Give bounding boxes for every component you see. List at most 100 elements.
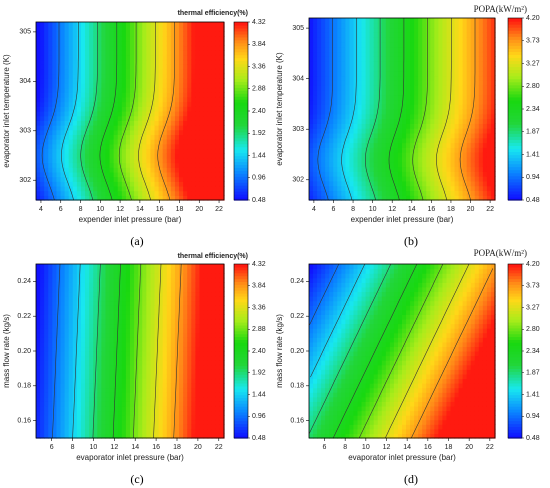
heatmap-cell [191, 78, 196, 84]
heatmap-cell [490, 171, 496, 177]
heatmap-cell [68, 68, 74, 75]
heatmap-cell [154, 129, 160, 136]
heatmap-cell [397, 32, 403, 38]
contour-line [118, 22, 137, 201]
heatmap-cell [406, 37, 411, 43]
heatmap-cell [361, 176, 367, 182]
heatmap-cell [329, 185, 334, 192]
heatmap-cell [64, 26, 70, 32]
heatmap-cell [56, 401, 62, 407]
heatmap-cell [191, 190, 196, 196]
heatmap-cell [162, 167, 168, 173]
heatmap-cell [402, 27, 407, 33]
heatmap-cell [207, 36, 213, 42]
heatmap-cell [309, 180, 314, 187]
heatmap-cell [482, 128, 488, 134]
heatmap-cell [52, 45, 58, 51]
heatmap-cell [422, 161, 427, 168]
heatmap-cell [109, 305, 115, 311]
heatmap-cell [105, 341, 111, 348]
heatmap-cell [146, 87, 152, 93]
heatmap-cell [442, 94, 448, 101]
heatmap-cell [40, 125, 45, 131]
heatmap-cell [76, 73, 82, 79]
heatmap-cell [130, 111, 135, 117]
heatmap-cell [349, 109, 355, 115]
heatmap-cell [40, 369, 45, 375]
x-tick-label: 12 [388, 206, 396, 213]
heatmap-cell [44, 68, 49, 75]
heatmap-cell [56, 424, 62, 430]
colorbar-swatch [508, 39, 522, 43]
heatmap-cell [195, 167, 201, 173]
heatmap-cell [138, 153, 143, 159]
heatmap-cell [357, 80, 363, 86]
heatmap-cell [434, 41, 439, 48]
heatmap-cell [85, 50, 90, 56]
heatmap-cell [482, 180, 488, 187]
heatmap-cell [44, 96, 49, 103]
heatmap-cell [121, 181, 127, 187]
heatmap-cell [309, 51, 314, 57]
heatmap-cell [357, 156, 363, 163]
heatmap-cell [72, 50, 78, 56]
heatmap-cell [117, 264, 123, 270]
heatmap-cell [446, 195, 452, 201]
heatmap-cell [109, 392, 115, 398]
heatmap-cell [191, 148, 196, 154]
heatmap-cell [361, 166, 367, 172]
heatmap-cell [174, 129, 180, 136]
heatmap-cell [117, 410, 123, 416]
heatmap-cell [385, 104, 391, 110]
heatmap-cell [458, 85, 464, 91]
heatmap-cell [442, 37, 448, 43]
heatmap-cell [309, 99, 314, 105]
heatmap-cell [373, 128, 379, 134]
heatmap-cell [166, 68, 172, 75]
heatmap-cell [174, 195, 180, 201]
heatmap-cell [44, 264, 49, 270]
heatmap-cell [117, 40, 123, 47]
heatmap-cell [80, 64, 86, 70]
heatmap-cell [203, 78, 209, 84]
heatmap-cell [72, 176, 78, 182]
heatmap-cell [166, 296, 172, 302]
colorbar-swatch [508, 24, 522, 28]
heatmap-cell [357, 51, 363, 57]
heatmap-cell [389, 37, 395, 43]
heatmap-cell [478, 109, 484, 115]
heatmap-cell [64, 143, 70, 150]
heatmap-cell [329, 65, 334, 72]
heatmap-cell [402, 41, 407, 48]
heatmap-cell [146, 167, 152, 173]
heatmap-cell [125, 401, 131, 407]
heatmap-cell [109, 355, 115, 361]
heatmap-cell [40, 309, 45, 315]
heatmap-cell [174, 54, 180, 61]
heatmap-cell [357, 123, 363, 129]
heatmap-cell [381, 185, 387, 192]
colorbar-swatch [234, 134, 248, 139]
heatmap-cell [68, 181, 74, 187]
heatmap-cell [48, 328, 53, 334]
heatmap-cell [48, 125, 53, 131]
heatmap-cell [97, 78, 102, 84]
heatmap-cell [158, 115, 164, 121]
heatmap-cell [321, 171, 326, 177]
heatmap-cell [426, 109, 431, 115]
heatmap-cell [446, 32, 452, 38]
heatmap-cell [52, 87, 58, 93]
heatmap-cell [60, 22, 66, 28]
heatmap-cell [142, 54, 147, 61]
heatmap-cell [36, 291, 41, 297]
heatmap-cell [438, 70, 444, 77]
heatmap-cell [158, 277, 164, 283]
heatmap-cell [150, 419, 156, 425]
heatmap-cell [402, 94, 407, 101]
heatmap-cell [80, 296, 86, 302]
heatmap-cell [203, 181, 209, 187]
heatmap-cell [150, 355, 156, 361]
heatmap-cell [52, 433, 58, 439]
heatmap-cell [125, 296, 131, 302]
heatmap-cell [430, 147, 435, 153]
